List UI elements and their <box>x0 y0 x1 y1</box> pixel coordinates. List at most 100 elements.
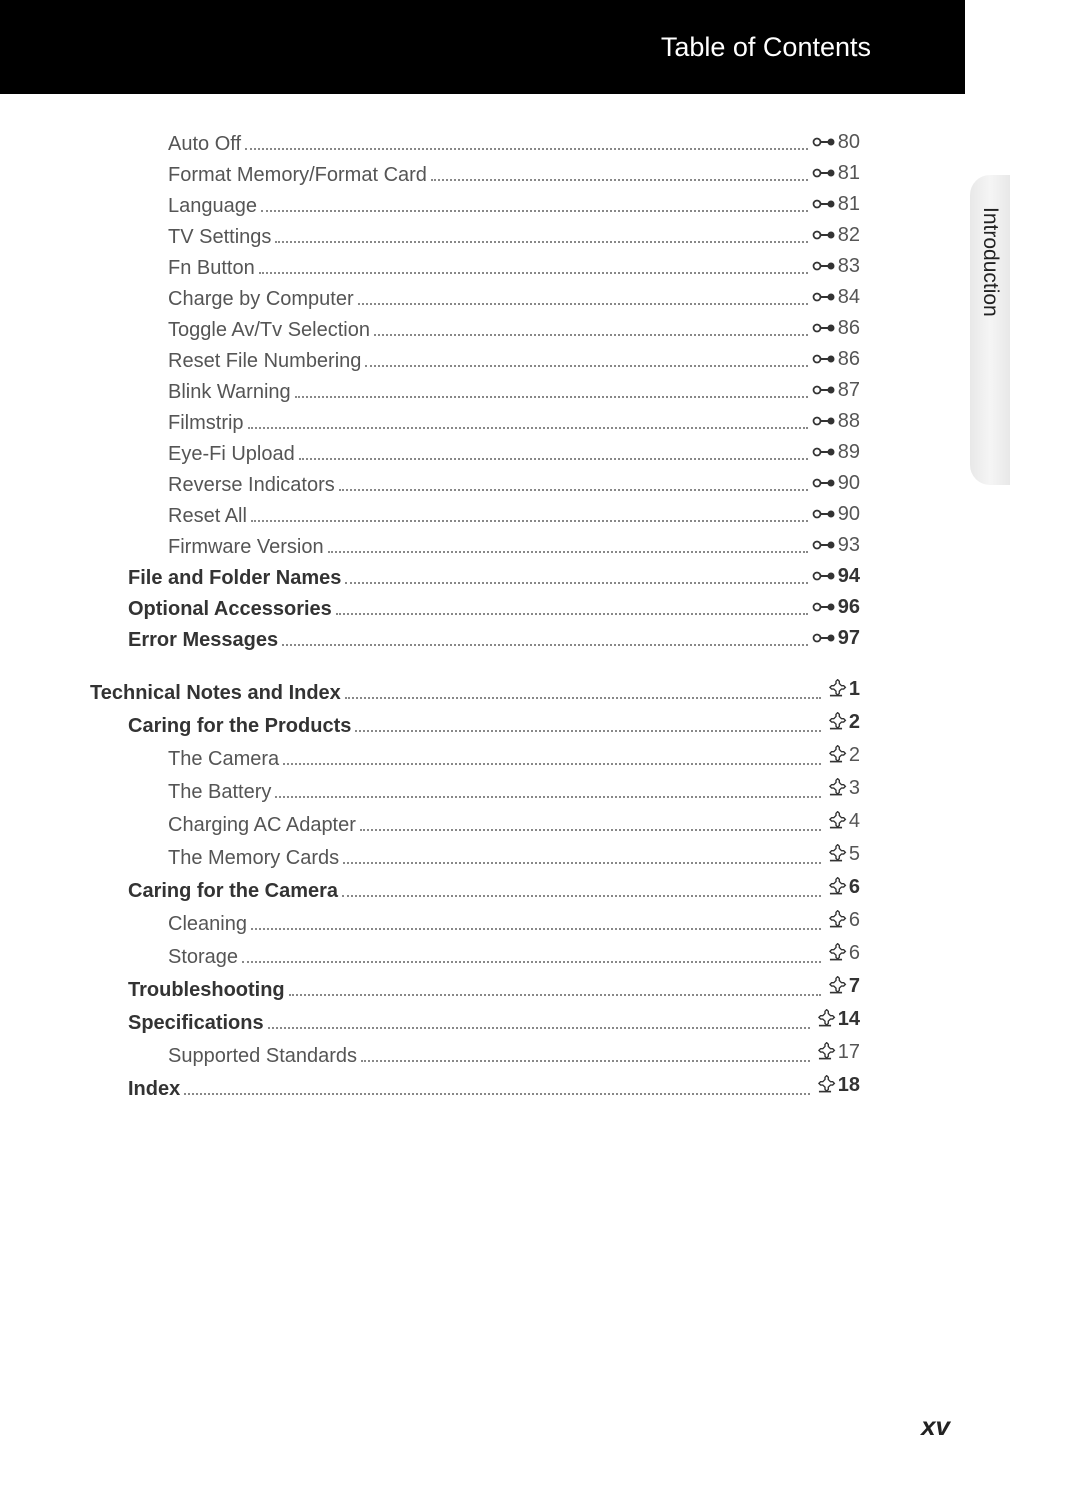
toc-leader-dots <box>343 862 821 864</box>
toc-entry-pageref: 84 <box>812 283 860 311</box>
reference-icon <box>812 630 836 646</box>
toc-leader-dots <box>295 396 808 398</box>
reference-icon <box>812 537 836 553</box>
page-number: xv <box>921 1411 950 1442</box>
toc-leader-dots <box>242 961 821 963</box>
toc-entry-pagenum: 96 <box>838 593 860 621</box>
toc-entry-label: Supported Standards <box>168 1042 357 1070</box>
toc-entry-label: Toggle Av/Tv Selection <box>168 316 370 344</box>
toc-entry-label: Reverse Indicators <box>168 471 335 499</box>
toc-leader-dots <box>355 730 821 732</box>
toc-entry-pageref: 6 <box>825 873 860 901</box>
toc-entry-pagenum: 18 <box>838 1071 860 1099</box>
toc-entry-label: The Memory Cards <box>168 844 339 872</box>
reference-icon <box>812 320 836 336</box>
technical-icon <box>825 910 847 930</box>
toc-entry-label: Index <box>128 1075 180 1103</box>
toc-entry-pageref: 2 <box>825 741 860 769</box>
toc-leader-dots <box>361 1060 810 1062</box>
toc-entry-pageref: 14 <box>814 1005 860 1033</box>
toc-entry: Charging AC Adapter4 <box>90 807 860 839</box>
toc-entry-pagenum: 88 <box>838 407 860 435</box>
technical-icon <box>825 778 847 798</box>
toc-entry: Specifications14 <box>90 1005 860 1037</box>
toc-entry: Format Memory/Format Card81 <box>90 159 860 189</box>
toc-entry-pageref: 90 <box>812 500 860 528</box>
toc-entry-label: Troubleshooting <box>128 976 285 1004</box>
reference-icon <box>812 227 836 243</box>
toc-leader-dots <box>251 928 821 930</box>
toc-entry-pageref: 93 <box>812 531 860 559</box>
toc-leader-dots <box>360 829 821 831</box>
toc-entry: File and Folder Names 94 <box>90 562 860 592</box>
toc-entry-pageref: 81 <box>812 190 860 218</box>
toc-entry-pagenum: 4 <box>849 807 860 835</box>
toc-entry-pageref: 18 <box>814 1071 860 1099</box>
reference-icon <box>812 351 836 367</box>
toc-entry-pageref: 82 <box>812 221 860 249</box>
technical-icon <box>825 745 847 765</box>
toc-entry-label: Cleaning <box>168 910 247 938</box>
toc-leader-dots <box>289 994 821 996</box>
toc-leader-dots <box>268 1027 810 1029</box>
toc-entry-pageref: 5 <box>825 840 860 868</box>
toc-leader-dots <box>345 697 821 699</box>
toc-entry: Supported Standards 17 <box>90 1038 860 1070</box>
reference-icon <box>812 289 836 305</box>
reference-icon <box>812 506 836 522</box>
toc-entry: Reverse Indicators 90 <box>90 469 860 499</box>
toc-entry-label: Caring for the Products <box>128 712 351 740</box>
toc-entry-pageref: 94 <box>812 562 860 590</box>
side-tab: Introduction <box>970 175 1010 485</box>
toc-entry-pageref: 88 <box>812 407 860 435</box>
toc-entry: Storage6 <box>90 939 860 971</box>
section-gap <box>90 655 860 675</box>
toc-leader-dots <box>358 303 808 305</box>
toc-entry-pageref: 3 <box>825 774 860 802</box>
toc-entry-label: Fn Button <box>168 254 255 282</box>
toc-entry-pageref: 4 <box>825 807 860 835</box>
reference-icon <box>812 475 836 491</box>
toc-entry: The Battery 3 <box>90 774 860 806</box>
toc-entry-pageref: 86 <box>812 314 860 342</box>
reference-icon <box>812 258 836 274</box>
toc-entry-label: Language <box>168 192 257 220</box>
technical-icon <box>814 1042 836 1062</box>
toc-entry-pagenum: 93 <box>838 531 860 559</box>
reference-icon <box>812 444 836 460</box>
toc-leader-dots <box>342 895 821 897</box>
toc-entry-label: Blink Warning <box>168 378 291 406</box>
toc-entry: Charge by Computer84 <box>90 283 860 313</box>
toc-entry-pageref: 6 <box>825 906 860 934</box>
toc-entry-label: The Camera <box>168 745 279 773</box>
toc-entry: TV Settings82 <box>90 221 860 251</box>
toc-entry-pagenum: 6 <box>849 939 860 967</box>
toc-entry-pagenum: 89 <box>838 438 860 466</box>
toc-entry-pagenum: 7 <box>849 972 860 1000</box>
toc-entry: Firmware Version93 <box>90 531 860 561</box>
toc-entry: Auto Off80 <box>90 128 860 158</box>
technical-icon <box>825 976 847 996</box>
toc-entry-pageref: 90 <box>812 469 860 497</box>
toc-entry-pageref: 81 <box>812 159 860 187</box>
toc-entry-label: The Battery <box>168 778 271 806</box>
toc-entry-label: File and Folder Names <box>128 564 341 592</box>
technical-icon <box>825 712 847 732</box>
toc-entry: Error Messages 97 <box>90 624 860 654</box>
reference-icon <box>812 413 836 429</box>
toc-entry-pageref: 97 <box>812 624 860 652</box>
toc-entry: The Memory Cards 5 <box>90 840 860 872</box>
reference-icon <box>812 134 836 150</box>
toc-entry: Blink Warning87 <box>90 376 860 406</box>
toc-entry-pagenum: 94 <box>838 562 860 590</box>
toc-leader-dots <box>259 272 808 274</box>
toc-entry-pagenum: 82 <box>838 221 860 249</box>
reference-icon <box>812 568 836 584</box>
toc-entry-label: Reset All <box>168 502 247 530</box>
technical-icon <box>825 877 847 897</box>
toc-entry-pageref: 17 <box>814 1038 860 1066</box>
toc-entry-label: Error Messages <box>128 626 278 654</box>
toc-entry-pagenum: 83 <box>838 252 860 280</box>
toc-entry-label: Auto Off <box>168 130 241 158</box>
toc-entry-label: Optional Accessories <box>128 595 332 623</box>
